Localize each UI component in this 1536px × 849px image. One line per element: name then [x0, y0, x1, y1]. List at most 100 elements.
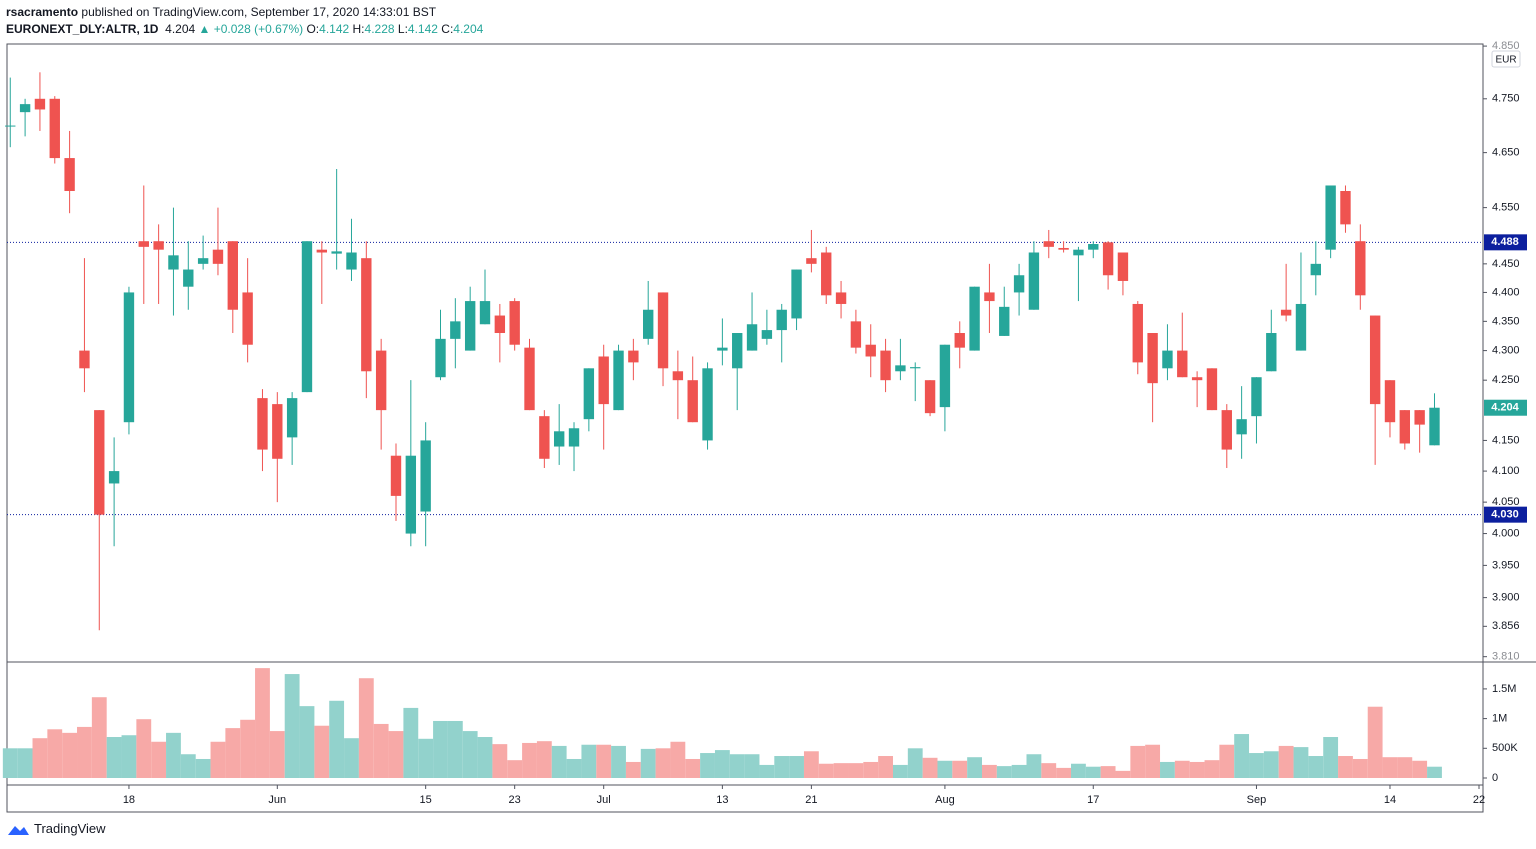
candle-body: [301, 241, 313, 393]
logo: [8, 825, 29, 835]
volume-bar: [1115, 770, 1131, 778]
candle-body: [227, 241, 238, 310]
volume-bar: [462, 731, 478, 778]
x-tick-label: 21: [805, 794, 817, 806]
candle-body: [153, 241, 164, 250]
volume-bar: [77, 726, 92, 778]
candle-body: [272, 404, 283, 459]
volume-bar: [1056, 767, 1072, 778]
candle-body: [924, 380, 936, 414]
ohlc-label: L:: [397, 22, 408, 36]
volume-bar: [967, 757, 982, 778]
candle-body: [1147, 333, 1158, 384]
volume-bar: [1219, 744, 1235, 778]
candle-body: [1414, 410, 1425, 425]
y-tick-label: 4.150: [1492, 434, 1520, 446]
volume-bar: [240, 719, 256, 778]
volume-bar: [403, 707, 419, 778]
candle-body: [999, 306, 1010, 336]
volume-bar: [1427, 766, 1442, 778]
author-line: rsacramento published on TradingView.com…: [6, 4, 483, 21]
candle-body: [1369, 315, 1381, 405]
volume-bar: [922, 757, 938, 778]
x-tick-label: 15: [420, 794, 432, 806]
volume-tick-label: 0: [1492, 772, 1498, 784]
volume-bar: [625, 761, 641, 778]
candle-body: [405, 455, 417, 534]
brand: TradingView: [34, 821, 106, 836]
currency-box: [1491, 50, 1521, 68]
candle-body: [1295, 303, 1307, 351]
candle-body: [835, 292, 847, 304]
y-tick-label: 4.650: [1492, 147, 1520, 159]
volume-bar: [1293, 747, 1309, 778]
volume-bar: [892, 764, 908, 778]
volume-bar: [759, 764, 775, 778]
volume-bar: [1145, 744, 1161, 778]
volume-bar: [1263, 751, 1279, 778]
candle-body: [910, 367, 921, 369]
ohlc: O:4.142 H:4.228 L:4.142 C:4.204: [306, 22, 483, 36]
volume-bar: [1085, 766, 1101, 778]
last: 4.204: [165, 22, 196, 36]
x-tick-label: 14: [1384, 794, 1396, 806]
candle-body: [969, 286, 980, 351]
volume-bar: [136, 719, 152, 778]
y-tick-label: 4.050: [1492, 496, 1520, 508]
candle-body: [286, 398, 298, 438]
volume-bar: [1278, 745, 1294, 778]
y-tick-label: 3.856: [1492, 620, 1520, 632]
volume-bar: [1204, 760, 1220, 778]
candle-body: [361, 258, 372, 372]
volume-bar: [195, 758, 211, 778]
volume-tick-label: 1M: [1492, 713, 1507, 725]
price-line-label: 4.488: [1491, 236, 1519, 248]
candle-body: [108, 471, 120, 484]
volume-bar: [433, 720, 448, 778]
volume-bar: [1367, 706, 1383, 778]
volume-bar: [1234, 734, 1250, 778]
candle-body: [464, 301, 476, 351]
candle-body: [375, 350, 387, 411]
volume-bar: [1100, 766, 1116, 778]
candle-body: [94, 410, 105, 515]
y-tick-label: 4.300: [1492, 345, 1520, 357]
volume-bar: [1323, 737, 1339, 778]
x-tick-label: 22: [1473, 794, 1485, 806]
candle-body: [420, 440, 431, 512]
volume-bar: [17, 748, 33, 778]
volume-bar: [1026, 754, 1042, 778]
candle-body: [1384, 380, 1396, 423]
volume-bar: [789, 756, 804, 778]
x-tick-label: Jun: [268, 794, 286, 806]
last-price-label: 4.204: [1491, 402, 1519, 414]
candle-body: [1177, 350, 1188, 378]
y-tick-label: 4.250: [1492, 374, 1520, 386]
volume-bar: [566, 758, 582, 778]
volume-bar: [507, 760, 523, 778]
y-tick-label: 4.550: [1492, 202, 1520, 214]
candle-body: [746, 324, 758, 351]
y-tick-label: 3.810: [1492, 651, 1520, 663]
x-tick-label: 13: [716, 794, 728, 806]
candle-body: [524, 347, 535, 411]
y-tick-label: 3.950: [1492, 559, 1520, 571]
volume-bar: [166, 732, 181, 778]
volume-bar: [848, 763, 864, 778]
volume-bar: [833, 763, 849, 778]
y-tick-label: 4.750: [1492, 93, 1520, 105]
footer: TradingView: [6, 821, 106, 836]
volume-bar: [803, 751, 819, 778]
volume-bar: [1160, 761, 1175, 778]
price-line-badge: [1484, 506, 1527, 523]
x-tick-label: 18: [123, 794, 135, 806]
y-tick-label: 4.000: [1492, 527, 1520, 539]
candle-body: [1043, 241, 1054, 247]
frame: [6, 43, 1484, 813]
candle-body: [331, 251, 342, 254]
volume-tick-label: 500K: [1492, 742, 1518, 754]
candle-body: [539, 416, 550, 459]
volume-bar: [329, 700, 345, 778]
volume-bar: [1338, 756, 1353, 778]
ohlc-label: C:: [441, 22, 454, 36]
